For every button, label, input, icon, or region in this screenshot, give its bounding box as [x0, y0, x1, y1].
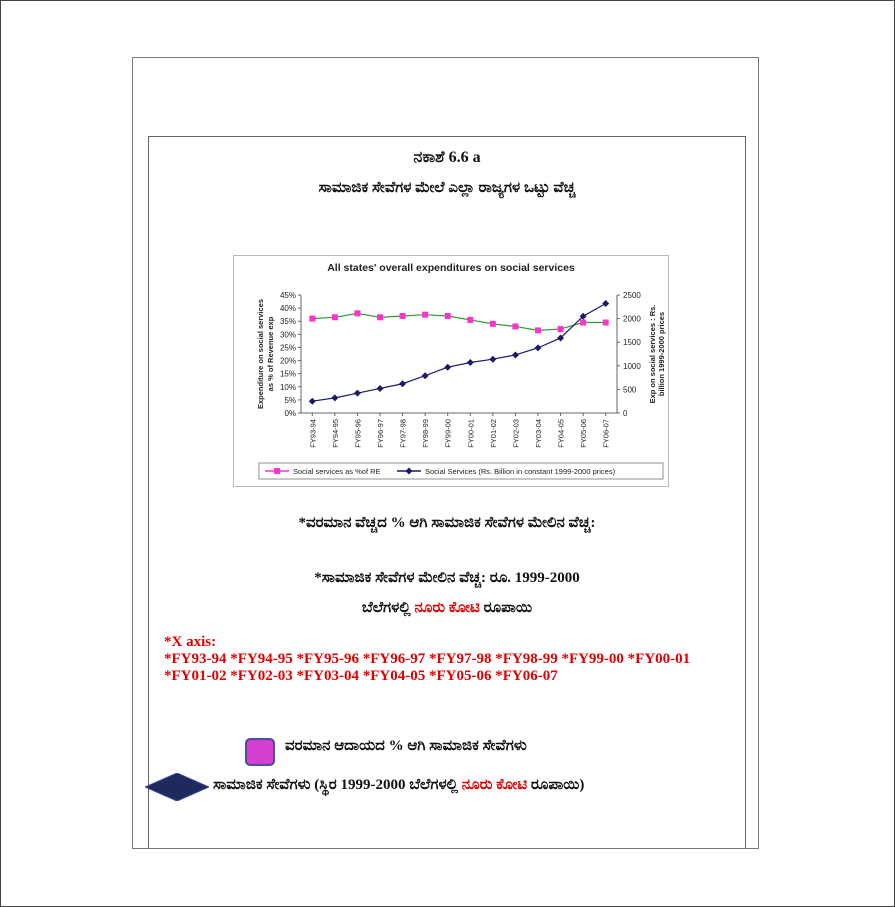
y-left-tick-label: 5%: [284, 396, 296, 405]
point-rupees: [557, 334, 565, 342]
y-right-tick-label: 1000: [623, 362, 641, 371]
y-left-tick-label: 30%: [280, 330, 296, 339]
point-rupees: [534, 344, 542, 352]
y-right-tick-label: 0: [623, 409, 628, 418]
figure-title: ಸಾಮಾಜಿಕ ಸೇವೆಗಳ ಮೇಲೆ ಎಲ್ಲಾ ರಾಜ್ಯಗಳ ಒಟ್ಟು …: [318, 180, 576, 196]
point-rupees: [511, 351, 519, 359]
point-rupees: [421, 372, 429, 380]
y-left-tick-label: 45%: [280, 291, 296, 300]
point-rupees: [466, 358, 474, 366]
y-left-tick-label: 0%: [284, 409, 296, 418]
point-percent: [512, 323, 519, 330]
point-percent: [377, 314, 383, 321]
xaxis-list: *FY93-94 *FY94-95 *FY95-96 *FY96-97 *FY9…: [164, 651, 691, 684]
point-percent: [467, 316, 474, 323]
point-percent: [489, 320, 496, 327]
x-tick-label: FY06-07: [602, 419, 611, 448]
legend-label-rupees: Social Services (Rs. Billion in constant…: [425, 467, 616, 476]
note-prices: ಬೆಲೆಗಳಲ್ಲಿ ನೂರು ಕೋಟಿ ರೂಪಾಯಿ: [149, 599, 745, 617]
x-tick-label: FY03-04: [534, 419, 543, 448]
y-left-tick-label: 15%: [280, 370, 296, 379]
point-rupees: [308, 397, 316, 405]
x-tick-label: FY96-97: [376, 419, 385, 448]
point-percent: [399, 312, 406, 319]
y-left-label-line1: Expenditure on social services: [256, 299, 265, 409]
point-percent: [354, 310, 361, 317]
x-tick-label: FY98-99: [421, 419, 430, 448]
x-tick-label: FY02-03: [511, 419, 520, 448]
legend-marker-percent: [274, 468, 280, 474]
point-percent: [535, 327, 541, 334]
point-rupees: [331, 394, 339, 402]
point-rupees: [399, 380, 407, 388]
y-right-tick-label: 1500: [623, 338, 641, 347]
y-right-tick-label: 2000: [623, 315, 641, 324]
y-left-tick-label: 10%: [280, 383, 296, 392]
y-right-tick-label: 500: [623, 385, 637, 394]
y-left-tick-label: 25%: [280, 343, 296, 352]
legend-box: [258, 462, 664, 480]
x-tick-label: FY04-05: [557, 419, 566, 448]
figure-number: ನಕಾಶೆ 6.6 a: [413, 149, 481, 166]
content-frame: ನಕಾಶೆ 6.6 a ಸಾಮಾಜಿಕ ಸೇವೆಗಳ ಮೇಲೆ ಎಲ್ಲಾ ರಾ…: [145, 136, 746, 848]
point-percent: [331, 314, 338, 321]
xaxis-note: *X axis: *FY93-94 *FY94-95 *FY95-96 *FY9…: [164, 634, 739, 685]
point-percent: [422, 311, 429, 318]
legend-marker-rupees: [405, 467, 413, 475]
x-tick-label: FY93-94: [308, 419, 317, 448]
point-rupees: [444, 363, 452, 371]
y-left-tick-label: 40%: [280, 304, 296, 313]
x-tick-label: FY05-06: [579, 419, 588, 448]
point-rupees: [579, 312, 587, 320]
legend-item-rupees-pre: ಸಾಮಾಜಿಕ ಸೇವೆಗಳು (ಸ್ಥಿರ 1999-2000 ಬೆಲೆಗಳಲ…: [213, 777, 462, 793]
point-percent: [557, 326, 564, 333]
x-tick-label: FY00-01: [466, 419, 475, 448]
x-tick-label: FY95-96: [353, 419, 362, 448]
xaxis-heading: *X axis:: [164, 634, 217, 650]
point-percent: [444, 312, 451, 319]
point-percent: [602, 319, 609, 326]
pink-square-icon: [245, 738, 275, 766]
point-percent: [309, 315, 316, 322]
y-right-tick-label: 2500: [623, 291, 641, 300]
y-left-tick-label: 20%: [280, 357, 296, 366]
y-right-label-line2: billion 1999-2000 prices: [657, 312, 666, 396]
note-expenditure: *ಸಾಮಾಜಿಕ ಸೇವೆಗಳ ಮೇಲಿನ ವೆಚ್ಚ: ರೂ. 1999-20…: [314, 570, 580, 586]
y-left-label-line2: as % of Revenue exp: [266, 316, 275, 391]
note-revenue-percent: *ವರಮಾನ ವೆಚ್ಚದ % ಆಗಿ ಸಾಮಾಜಿಕ ಸೇವೆಗಳ ಮೇಲಿನ…: [298, 515, 596, 531]
chart-frame: [233, 255, 669, 487]
page-frame: ನಕಾಶೆ 6.6 a ಸಾಮಾಜಿಕ ಸೇವೆಗಳ ಮೇಲೆ ಎಲ್ಲಾ ರಾ…: [132, 57, 759, 849]
x-tick-label: FY01-02: [489, 419, 498, 448]
series-line-1: [312, 302, 607, 402]
legend-item-percent: ವರಮಾನ ಆದಾಯದ % ಆಗಿ ಸಾಮಾಜಿಕ ಸೇವೆಗಳು: [285, 738, 527, 754]
point-rupees: [376, 384, 384, 392]
point-rupees: [489, 355, 497, 363]
x-tick-label: FY97-98: [399, 419, 408, 448]
y-right-label-line1: Exp on social services : Rs.: [648, 305, 657, 404]
legend-label-percent: Social services as %of RE: [293, 467, 381, 476]
navy-diamond-icon: [145, 773, 209, 801]
chart-title: All states' overall expenditures on soci…: [327, 262, 575, 274]
chart-svg: All states' overall expenditures on soci…: [233, 255, 669, 487]
legend-item-rupees-red: ನೂರು ಕೋಟಿ: [461, 777, 528, 793]
legend-item-rupees: ಸಾಮಾಜಿಕ ಸೇವೆಗಳು (ಸ್ಥಿರ 1999-2000 ಬೆಲೆಗಳಲ…: [213, 776, 584, 794]
series-line-0: [312, 312, 606, 332]
point-rupees: [353, 389, 361, 397]
point-rupees: [602, 299, 610, 307]
note-prices-post: ರೂಪಾಯಿ: [479, 600, 533, 616]
y-left-tick-label: 35%: [280, 317, 296, 326]
chart-image: All states' overall expenditures on soci…: [233, 255, 669, 487]
legend-item-rupees-post: ರೂಪಾಯಿ): [527, 777, 585, 793]
point-percent: [580, 319, 587, 326]
note-prices-pre: ಬೆಲೆಗಳಲ್ಲಿ: [361, 600, 415, 616]
x-tick-label: FY94-95: [331, 419, 340, 448]
note-prices-red: ನೂರು ಕೋಟಿ: [414, 600, 480, 616]
x-tick-label: FY99-00: [444, 419, 453, 448]
